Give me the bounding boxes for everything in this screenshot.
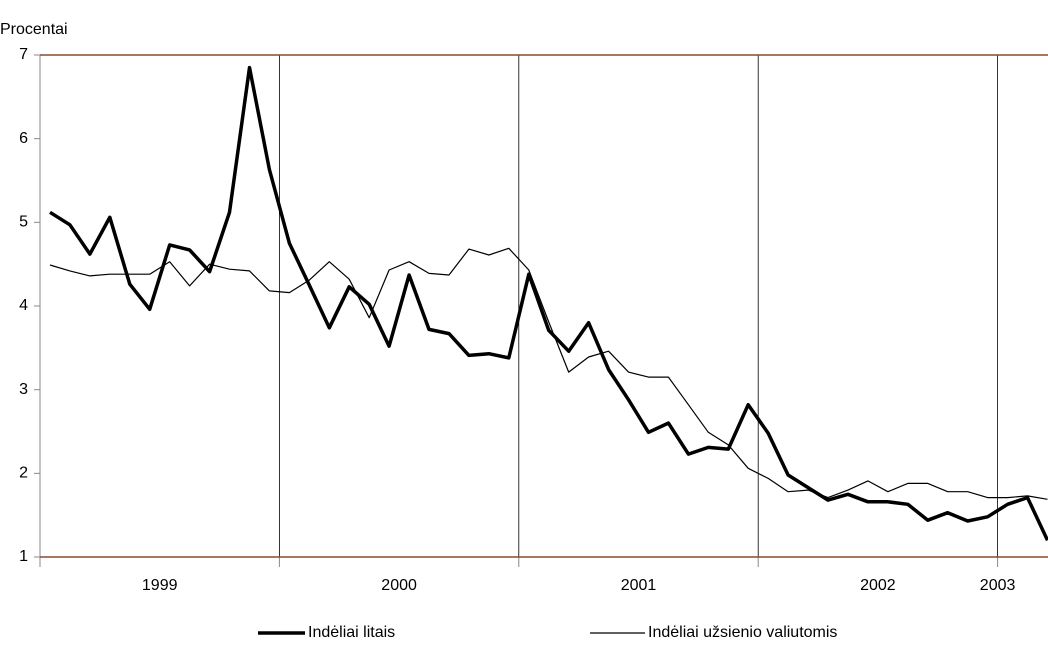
series-line (49, 247, 1048, 500)
x-tick-label: 2002 (860, 577, 896, 594)
y-tick-label: 3 (19, 381, 28, 398)
x-tick-label: 1999 (142, 577, 178, 594)
x-tick-label: 2000 (381, 577, 417, 594)
y-tick-label: 6 (19, 130, 28, 147)
x-tick-label: 2003 (980, 577, 1016, 594)
legend-label: Indėliai litais (308, 624, 395, 641)
x-tick-label: 2001 (621, 577, 657, 594)
y-axis-label: Procentai (0, 21, 68, 38)
y-tick-label: 1 (19, 548, 28, 565)
y-tick-label: 2 (19, 465, 28, 482)
y-tick-label: 5 (19, 214, 28, 231)
series-line (49, 65, 1048, 542)
y-tick-label: 7 (19, 46, 28, 63)
y-tick-label: 4 (19, 297, 28, 314)
legend-label: Indėliai užsienio valiutomis (648, 624, 837, 641)
